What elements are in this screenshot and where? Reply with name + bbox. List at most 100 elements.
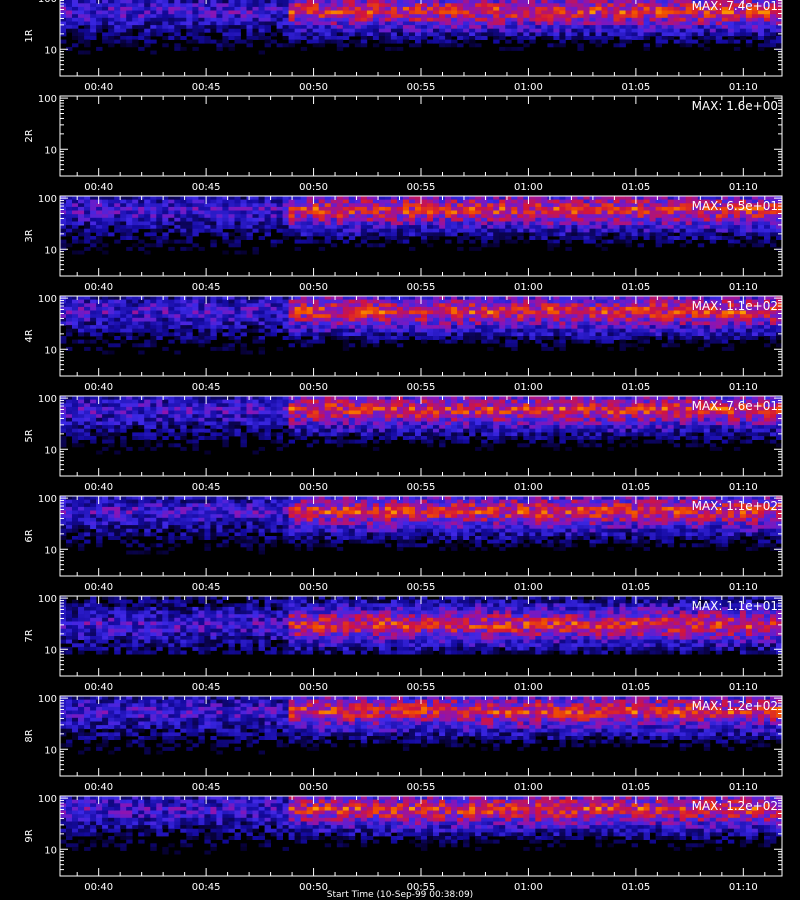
x-tick-label: 01:00 bbox=[514, 482, 543, 493]
x-tick-label: 00:45 bbox=[192, 582, 221, 593]
x-tick-label: 01:10 bbox=[729, 682, 758, 693]
x-tick-label: 01:05 bbox=[621, 782, 650, 793]
x-tick-label: 01:10 bbox=[729, 382, 758, 393]
x-tick-label: 00:40 bbox=[84, 282, 113, 293]
panel-6R: 100 10 00:40 00:45 00:50 00:55 01:00 01:05 01:10… bbox=[24, 494, 783, 593]
y-tick-label: 100 bbox=[38, 94, 57, 105]
heatmap-cells bbox=[60, 396, 783, 455]
y-tick-label: 100 bbox=[38, 394, 57, 405]
x-tick-label: 00:45 bbox=[192, 882, 221, 893]
heatmap-cells bbox=[60, 496, 783, 555]
x-tick-label: 00:40 bbox=[84, 382, 113, 393]
x-tick-label: 00:45 bbox=[192, 82, 221, 93]
x-axis-caption: Start Time (10-Sep-99 00:38:09) bbox=[326, 890, 474, 900]
panel-name: 3R bbox=[24, 229, 35, 242]
y-tick-label: 100 bbox=[38, 194, 57, 205]
max-label: MAX: 1.1e+02 bbox=[692, 299, 778, 313]
x-tick-label: 00:50 bbox=[299, 882, 328, 893]
x-tick-label: 00:40 bbox=[84, 782, 113, 793]
x-tick-label: 00:40 bbox=[84, 682, 113, 693]
x-tick-label: 00:45 bbox=[192, 682, 221, 693]
x-tick-label: 01:00 bbox=[514, 82, 543, 93]
x-tick-label: 01:00 bbox=[514, 382, 543, 393]
x-tick-label: 00:55 bbox=[407, 682, 436, 693]
panel-name: 4R bbox=[24, 329, 35, 342]
x-tick-label: 01:00 bbox=[514, 582, 543, 593]
panel-name: 7R bbox=[24, 629, 35, 642]
x-tick-label: 00:50 bbox=[299, 182, 328, 193]
x-tick-label: 01:05 bbox=[621, 682, 650, 693]
x-tick-label: 00:55 bbox=[407, 882, 436, 893]
x-tick-label: 01:10 bbox=[729, 882, 758, 893]
y-tick-label: 100 bbox=[38, 694, 57, 705]
max-label: MAX: 7.4e+01 bbox=[692, 0, 778, 13]
x-tick-label: 00:45 bbox=[192, 482, 221, 493]
x-tick-label: 00:50 bbox=[299, 582, 328, 593]
x-tick-label: 01:05 bbox=[621, 882, 650, 893]
x-tick-label: 01:00 bbox=[514, 182, 543, 193]
panel-name: 5R bbox=[24, 429, 35, 442]
x-tick-label: 01:05 bbox=[621, 182, 650, 193]
x-tick-label: 00:55 bbox=[407, 482, 436, 493]
heatmap-cells bbox=[60, 596, 783, 655]
x-tick-label: 01:00 bbox=[514, 782, 543, 793]
y-tick-label: 10 bbox=[44, 345, 57, 356]
x-tick-label: 01:05 bbox=[621, 282, 650, 293]
x-tick-label: 01:10 bbox=[729, 282, 758, 293]
y-tick-label: 100 bbox=[38, 594, 57, 605]
x-tick-label: 00:45 bbox=[192, 382, 221, 393]
panel-1R: 100 10 00:40 00:45 00:50 00:55 01:00 01:05 01:10… bbox=[24, 0, 783, 93]
max-label: MAX: 1.1e+01 bbox=[692, 599, 778, 613]
x-tick-label: 01:05 bbox=[621, 482, 650, 493]
panel-name: 2R bbox=[24, 129, 35, 142]
max-label: MAX: 1.2e+02 bbox=[692, 799, 778, 813]
heatmap-cells bbox=[60, 796, 783, 855]
panel-name: 9R bbox=[24, 829, 35, 842]
heatmap-cells bbox=[60, 696, 783, 755]
x-tick-label: 00:40 bbox=[84, 82, 113, 93]
x-tick-label: 00:40 bbox=[84, 582, 113, 593]
x-tick-label: 00:40 bbox=[84, 482, 113, 493]
y-tick-label: 100 bbox=[38, 494, 57, 505]
plot-frame bbox=[59, 95, 783, 177]
y-tick-label: 10 bbox=[44, 45, 57, 56]
y-tick-label: 10 bbox=[44, 245, 57, 256]
max-label: MAX: 1.1e+02 bbox=[692, 499, 778, 513]
x-tick-label: 01:10 bbox=[729, 582, 758, 593]
panel-8R: 100 10 00:40 00:45 00:50 00:55 01:00 01:05 01:10… bbox=[24, 694, 783, 793]
y-tick-label: 100 bbox=[38, 0, 57, 5]
x-tick-label: 01:10 bbox=[729, 782, 758, 793]
x-tick-label: 00:50 bbox=[299, 482, 328, 493]
panel-9R: 100 10 00:40 00:45 00:50 00:55 01:00 01:05 01:10… bbox=[24, 794, 783, 893]
x-tick-label: 01:00 bbox=[514, 682, 543, 693]
max-label: MAX: 7.6e+01 bbox=[692, 399, 778, 413]
y-tick-label: 10 bbox=[44, 545, 57, 556]
panel-7R: 100 10 00:40 00:45 00:50 00:55 01:00 01:05 01:10… bbox=[24, 594, 783, 693]
max-label: MAX: 1.2e+02 bbox=[692, 699, 778, 713]
y-tick-label: 10 bbox=[44, 745, 57, 756]
y-tick-label: 100 bbox=[38, 794, 57, 805]
x-tick-label: 00:45 bbox=[192, 282, 221, 293]
x-tick-label: 01:00 bbox=[514, 282, 543, 293]
x-tick-label: 00:55 bbox=[407, 182, 436, 193]
x-tick-label: 00:55 bbox=[407, 82, 436, 93]
x-tick-label: 00:50 bbox=[299, 682, 328, 693]
x-tick-label: 01:10 bbox=[729, 482, 758, 493]
x-tick-label: 01:05 bbox=[621, 582, 650, 593]
heatmap-cells bbox=[60, 196, 783, 255]
max-label: MAX: 1.6e+00 bbox=[692, 99, 778, 113]
x-tick-label: 00:50 bbox=[299, 282, 328, 293]
x-tick-label: 01:00 bbox=[514, 882, 543, 893]
x-tick-label: 01:05 bbox=[621, 82, 650, 93]
x-tick-label: 00:40 bbox=[84, 882, 113, 893]
panel-3R: 100 10 00:40 00:45 00:50 00:55 01:00 01:05 01:10… bbox=[24, 194, 783, 293]
panel-name: 1R bbox=[24, 29, 35, 42]
heatmap-cells bbox=[60, 296, 783, 355]
x-tick-label: 00:45 bbox=[192, 182, 221, 193]
x-tick-label: 00:55 bbox=[407, 382, 436, 393]
x-tick-label: 00:50 bbox=[299, 382, 328, 393]
x-tick-label: 00:55 bbox=[407, 282, 436, 293]
y-tick-label: 10 bbox=[44, 645, 57, 656]
y-tick-label: 10 bbox=[44, 445, 57, 456]
